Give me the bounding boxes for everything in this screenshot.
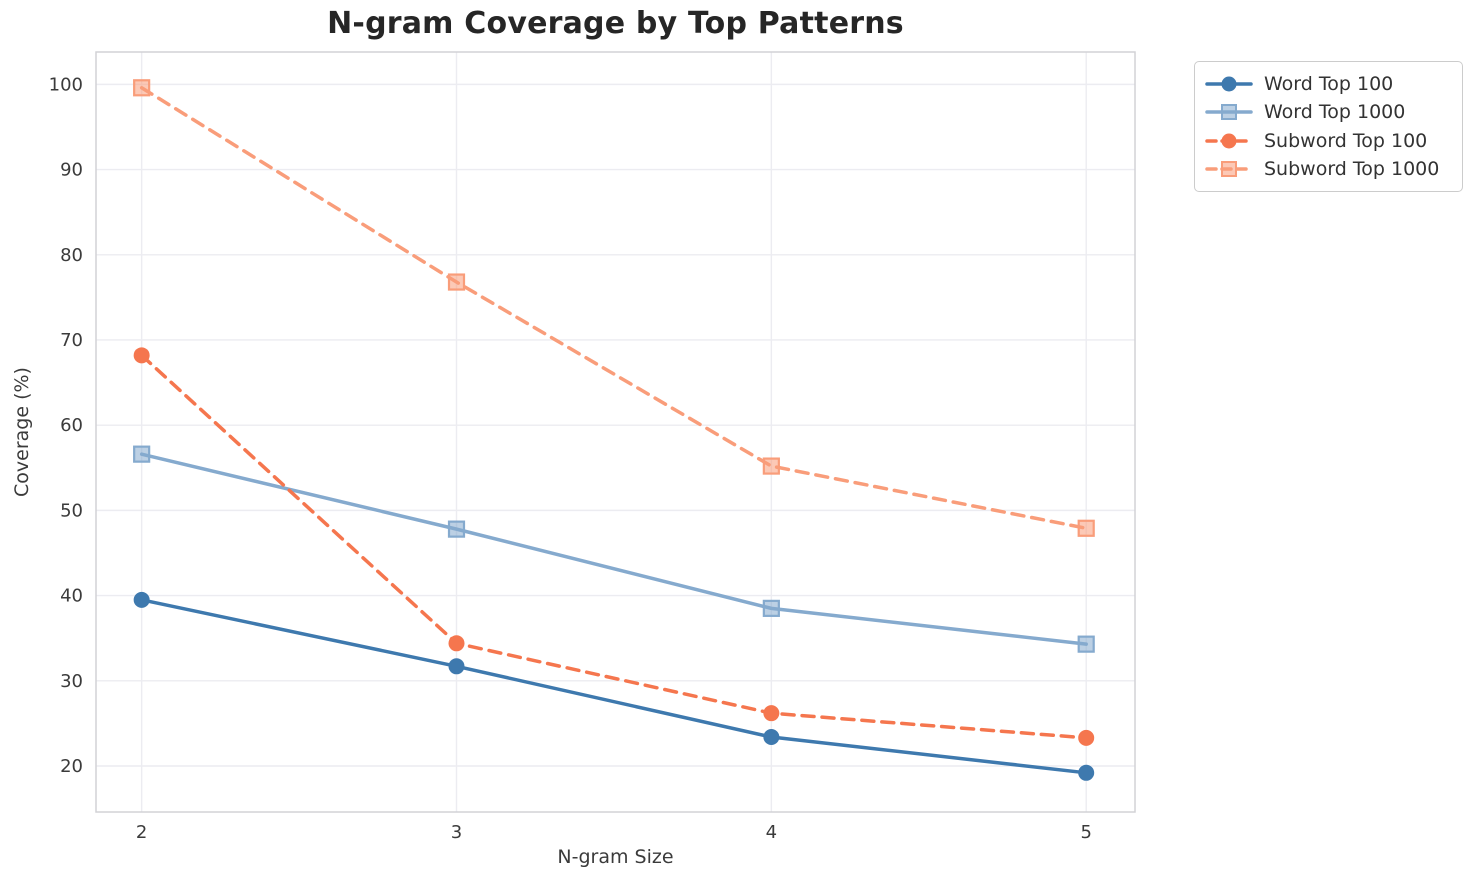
legend-dashed-line-circle-icon [1205, 133, 1253, 149]
legend-label: Subword Top 100 [1264, 129, 1428, 152]
y-tick-label: 100 [49, 74, 83, 95]
data-point-marker [1077, 519, 1095, 537]
legend-item-subword-top-1000: Subword Top 1000 [1204, 155, 1452, 183]
legend-label: Subword Top 1000 [1264, 157, 1440, 180]
legend-item-subword-top-100: Subword Top 100 [1204, 127, 1452, 155]
data-point-marker [133, 79, 151, 97]
data-point-marker [448, 658, 465, 675]
data-point-marker [133, 445, 151, 463]
series-line-1 [139, 452, 1088, 646]
y-tick-label: 90 [60, 160, 83, 181]
x-tick-label: 2 [136, 822, 147, 843]
data-point-marker [1078, 764, 1095, 781]
legend-label: Word Top 100 [1264, 73, 1394, 95]
legend: Word Top 100 Word Top 1000 Subword Top 1… [1194, 61, 1463, 192]
data-point-marker [133, 591, 150, 608]
y-tick-label: 60 [60, 415, 83, 436]
legend-dashed-line-square-icon [1205, 160, 1253, 177]
data-point-marker [447, 273, 466, 291]
data-point-marker [762, 457, 780, 475]
series-line-2 [139, 353, 1088, 740]
legend-item-word-top-1000: Word Top 1000 [1204, 98, 1452, 126]
data-point-marker [1077, 635, 1095, 653]
data-point-marker [448, 635, 465, 652]
data-point-marker [447, 520, 466, 538]
legend-line-square-icon [1205, 104, 1253, 121]
y-tick-label: 80 [60, 245, 83, 266]
data-point-marker [762, 599, 780, 617]
y-tick-label: 20 [60, 756, 83, 777]
chart-title: N-gram Coverage by Top Patterns [327, 6, 904, 41]
series-line-0 [139, 598, 1088, 775]
data-point-marker [1078, 729, 1095, 746]
data-point-marker [763, 729, 780, 746]
y-tick-label: 70 [60, 330, 83, 351]
legend-line-circle-icon [1205, 76, 1253, 92]
series-line-3 [139, 86, 1088, 531]
x-tick-label: 3 [451, 822, 462, 843]
data-point-marker [133, 347, 150, 364]
legend-label: Word Top 1000 [1264, 101, 1406, 124]
y-tick-label: 40 [60, 586, 83, 607]
y-tick-label: 50 [60, 500, 83, 521]
x-axis-label: N-gram Size [557, 846, 674, 868]
data-point-marker [763, 705, 780, 722]
x-tick-label: 5 [1080, 822, 1091, 843]
y-tick-label: 30 [60, 671, 83, 692]
legend-item-word-top-100: Word Top 100 [1204, 70, 1452, 98]
x-tick-label: 4 [766, 822, 777, 843]
y-axis-label: Coverage (%) [11, 367, 33, 497]
